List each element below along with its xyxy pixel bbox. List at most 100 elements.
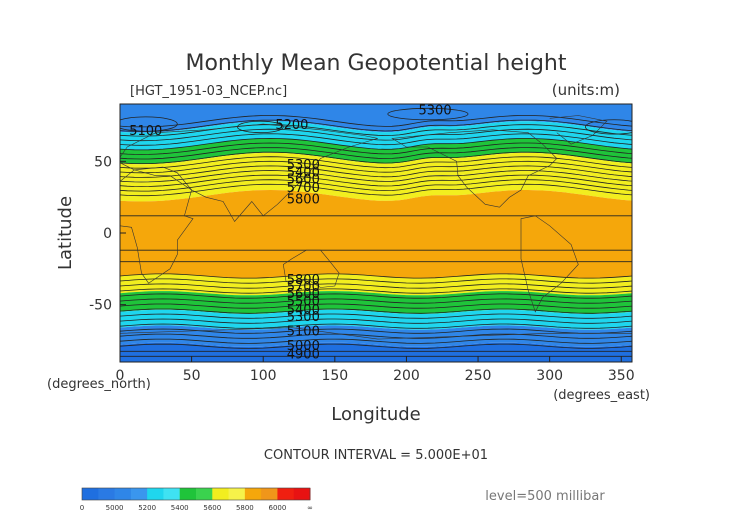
- colorbar-segment: [98, 488, 116, 500]
- contour-line: [120, 323, 632, 329]
- colorbar-label: 5600: [203, 504, 221, 512]
- contour-line: [120, 156, 632, 169]
- contour-line: [120, 170, 632, 183]
- contour-label: 5500: [287, 294, 320, 309]
- colorbar-frame: [81, 487, 311, 501]
- coastline: [520, 215, 579, 313]
- contour-label: 5300: [287, 310, 320, 325]
- colorbar-label: 5800: [236, 504, 254, 512]
- colorbar-segment: [82, 488, 99, 500]
- contour-line: [120, 128, 632, 142]
- contour-line: [120, 293, 632, 299]
- x-tick-label: 300: [536, 368, 563, 384]
- filled-contour-bands: [120, 104, 632, 362]
- contour-label: 5700: [287, 280, 320, 295]
- contour-band: [120, 104, 632, 133]
- coastline: [282, 249, 340, 288]
- x-tick-label: 150: [321, 368, 348, 384]
- contour-label: 5400: [287, 165, 320, 180]
- x-tick-label: 100: [250, 368, 277, 384]
- coastline: [391, 129, 558, 208]
- contour-line: [120, 124, 632, 137]
- coastline: [120, 166, 194, 284]
- x-tick-label: 350: [608, 368, 635, 384]
- contour-line: [120, 313, 632, 319]
- contour-band: [120, 138, 632, 165]
- colorbar-label: 6000: [269, 504, 287, 512]
- coastline: [120, 123, 378, 223]
- contour-label: 5100: [129, 124, 162, 139]
- contour-label: 5000: [287, 339, 320, 354]
- contour-line: [120, 273, 632, 279]
- colorbar-segment: [277, 488, 295, 500]
- colorbar-label: ∞: [307, 504, 313, 512]
- contour-label: 4900: [287, 347, 320, 362]
- y-tick-label: 0: [103, 226, 112, 242]
- contour-band: [120, 309, 632, 330]
- contour-band: [120, 190, 632, 279]
- units-label: (units:m): [552, 81, 620, 99]
- contour-label: 5100: [287, 324, 320, 339]
- colorbar-segment: [147, 488, 164, 500]
- x-tick-label: 0: [116, 368, 125, 384]
- y-axis: -50 0 50: [89, 154, 126, 314]
- colorbar-segment: [179, 488, 197, 500]
- x-tick-label: 50: [183, 368, 201, 384]
- closed-contour: [120, 116, 178, 132]
- contour-label: 5600: [287, 287, 320, 302]
- colorbar-segment: [228, 488, 246, 500]
- contour-line: [120, 343, 632, 349]
- contour-line: [120, 183, 632, 197]
- colorbar-segment: [130, 488, 148, 500]
- contour-label: 5300: [419, 104, 452, 119]
- colorbar-label: 0: [80, 504, 84, 512]
- contour-label: 5200: [275, 118, 308, 133]
- closed-contour: [387, 107, 469, 121]
- y-axis-label: Latitude: [55, 196, 76, 270]
- contour-line: [120, 115, 632, 128]
- x-tick-label: 200: [393, 368, 420, 384]
- contour-label: 5300: [287, 158, 320, 173]
- plot-area: [120, 104, 632, 362]
- colorbar-label: 5400: [171, 504, 189, 512]
- contour-label: 5800: [287, 193, 320, 208]
- y-unit-label: (degrees_north): [47, 377, 151, 392]
- colorbar-segment: [196, 488, 213, 500]
- y-tick-label: -50: [89, 298, 112, 314]
- contour-line: [120, 318, 632, 324]
- contour-line: [120, 165, 632, 178]
- contour-line: [120, 179, 632, 192]
- coastline: [120, 327, 632, 340]
- contour-label: 5700: [287, 181, 320, 196]
- colorbar-segment: [244, 488, 262, 500]
- contour-label: 5600: [287, 173, 320, 188]
- colorbar-segment: [261, 488, 278, 500]
- contour-line: [120, 338, 632, 344]
- x-tick-label: 250: [465, 368, 492, 384]
- contour-line: [120, 333, 632, 339]
- colorbar: 0 5000 5200 5400 5600 5800 6000 ∞: [80, 487, 313, 512]
- contour-line: [120, 137, 632, 151]
- x-unit-label: (degrees_east): [553, 388, 650, 403]
- contour-label: 5400: [287, 303, 320, 318]
- x-axis: 0 50 100 150 200 250 300 350: [116, 356, 635, 384]
- colorbar-segment: [212, 488, 230, 500]
- colorbar-label: 5000: [106, 504, 124, 512]
- closed-contour: [585, 119, 632, 135]
- contour-line: [120, 308, 632, 314]
- contour-line: [120, 151, 632, 165]
- contour-line: [120, 278, 632, 284]
- coastline: [549, 115, 608, 145]
- contour-line: [120, 119, 632, 132]
- contour-line: [120, 147, 632, 160]
- contour-line: [120, 303, 632, 309]
- contour-interval-text: CONTOUR INTERVAL = 5.000E+01: [264, 448, 488, 463]
- x-axis-label: Longitude: [331, 404, 421, 425]
- contour-band: [120, 342, 632, 362]
- coastlines: [120, 115, 632, 340]
- contour-line: [120, 174, 632, 188]
- chart-title: Monthly Mean Geopotential height: [185, 51, 566, 76]
- contour-label: 5800: [287, 273, 320, 288]
- contour-line: [120, 160, 632, 174]
